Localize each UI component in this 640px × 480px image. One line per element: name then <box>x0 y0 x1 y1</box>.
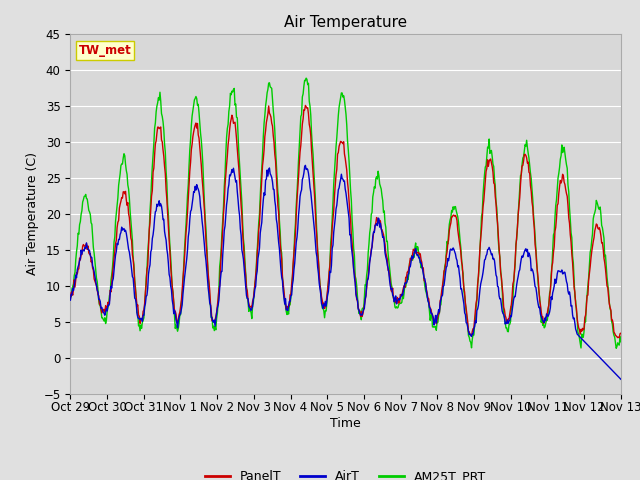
PanelT <box>77 257 84 263</box>
Line: PanelT: PanelT <box>70 106 621 337</box>
AM25T_PRT <box>429 324 437 330</box>
AirT <box>133 311 141 317</box>
AirT <box>77 256 84 262</box>
Line: AirT: AirT <box>70 165 621 379</box>
AirT <box>617 376 625 382</box>
AM25T_PRT <box>67 293 74 299</box>
PanelT <box>413 250 421 256</box>
Text: TW_met: TW_met <box>79 44 131 58</box>
PanelT <box>301 103 309 108</box>
X-axis label: Time: Time <box>330 417 361 430</box>
AM25T_PRT <box>218 229 226 235</box>
AM25T_PRT <box>617 339 625 345</box>
PanelT <box>67 296 74 302</box>
AM25T_PRT <box>189 108 196 113</box>
AM25T_PRT <box>612 346 620 351</box>
AirT <box>67 297 74 303</box>
Y-axis label: Air Temperature (C): Air Temperature (C) <box>26 152 39 275</box>
PanelT <box>617 330 625 336</box>
PanelT <box>133 303 141 309</box>
Title: Air Temperature: Air Temperature <box>284 15 407 30</box>
AM25T_PRT <box>413 244 421 250</box>
AirT <box>429 315 437 321</box>
Legend: PanelT, AirT, AM25T_PRT: PanelT, AirT, AM25T_PRT <box>200 465 492 480</box>
PanelT <box>218 239 226 245</box>
PanelT <box>189 133 196 139</box>
AirT <box>413 252 421 258</box>
AirT <box>218 268 226 274</box>
PanelT <box>429 316 437 322</box>
AirT <box>189 196 196 202</box>
Line: AM25T_PRT: AM25T_PRT <box>70 78 621 348</box>
AirT <box>301 162 309 168</box>
AM25T_PRT <box>302 75 310 81</box>
PanelT <box>616 335 623 340</box>
AM25T_PRT <box>133 310 141 315</box>
AM25T_PRT <box>77 219 84 225</box>
